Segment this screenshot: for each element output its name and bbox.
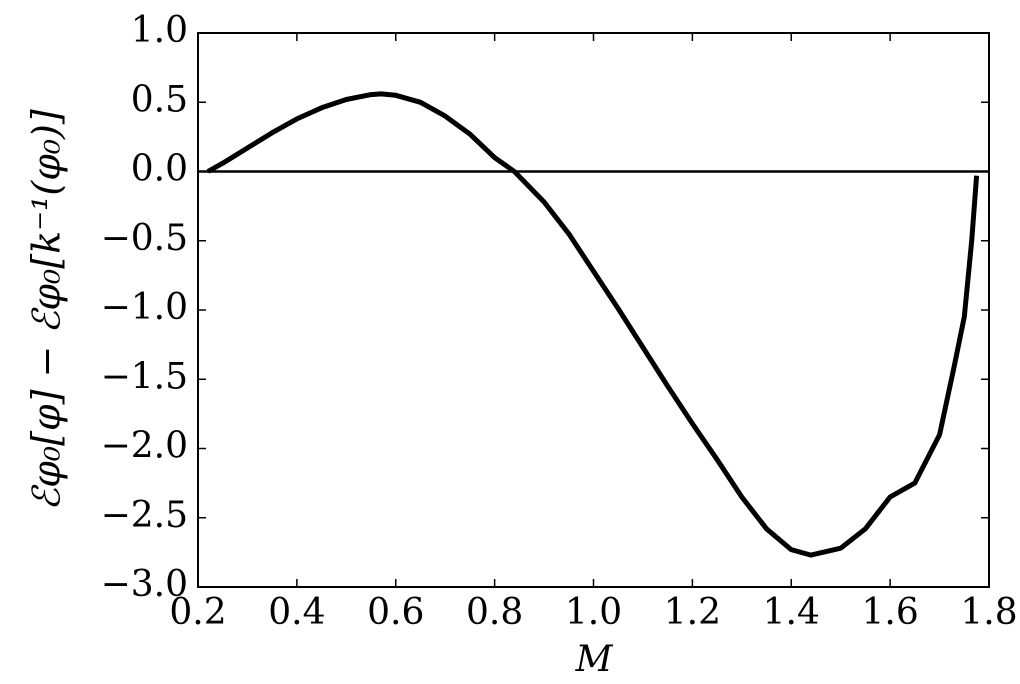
line-series xyxy=(206,91,980,558)
x-tick-label: 0.6 xyxy=(367,592,424,633)
y-tick-label: −3.0 xyxy=(101,564,188,605)
y-tick-label: 1.0 xyxy=(131,10,188,51)
x-tick-label: 0.2 xyxy=(169,592,226,633)
plot-frame xyxy=(197,32,990,588)
y-tick-label: −1.5 xyxy=(101,356,188,397)
x-tick-label: 1.8 xyxy=(960,592,1017,633)
y-tick-label: −1.0 xyxy=(101,287,188,328)
y-tick-label: 0.0 xyxy=(131,149,188,190)
x-tick-label: 1.6 xyxy=(861,592,918,633)
x-tick-label: 1.0 xyxy=(565,592,622,633)
y-tick-label: −2.0 xyxy=(101,426,188,467)
x-axis-label: M xyxy=(575,639,614,680)
x-tick-label: 0.4 xyxy=(268,592,325,633)
y-tick-label: −2.5 xyxy=(101,495,188,536)
y-axis-label: ℰφ₀[φ] − ℰφ₀[k⁻¹(φ₀)] xyxy=(25,109,69,511)
y-tick-label: −0.5 xyxy=(101,218,188,259)
x-tick-label: 1.2 xyxy=(664,592,721,633)
x-tick-label: 0.8 xyxy=(466,592,523,633)
x-tick-label: 1.4 xyxy=(763,592,820,633)
y-tick-label: 0.5 xyxy=(131,79,188,120)
